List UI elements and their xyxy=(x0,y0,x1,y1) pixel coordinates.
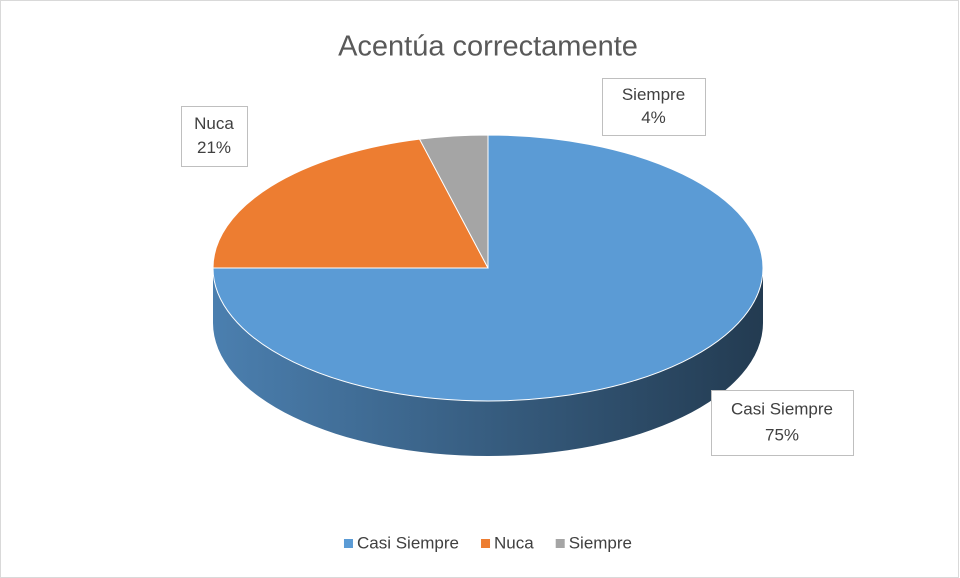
slice xyxy=(212,134,764,402)
data-label-box xyxy=(711,390,854,456)
data-label-value: 4% xyxy=(641,108,666,127)
data-label-name: Siempre xyxy=(622,85,685,104)
legend-marker xyxy=(555,539,565,548)
data-label-name: Casi Siempre xyxy=(731,400,833,419)
data-label-box xyxy=(181,106,248,167)
legend-label: Nuca xyxy=(494,533,534,552)
data-label-value: 21% xyxy=(197,138,231,157)
slice xyxy=(418,134,489,269)
data-label-name: Nuca xyxy=(194,114,234,133)
slice xyxy=(212,138,489,269)
legend-label: Casi Siempre xyxy=(357,533,459,552)
chart-title: Acentúa correctamente xyxy=(338,31,638,63)
legend-marker xyxy=(343,539,353,548)
data-label-value: 75% xyxy=(765,426,799,445)
slice-side xyxy=(213,268,763,456)
legend-label: Siempre xyxy=(569,533,632,552)
data-label-box xyxy=(602,78,706,136)
legend-marker xyxy=(481,539,491,548)
